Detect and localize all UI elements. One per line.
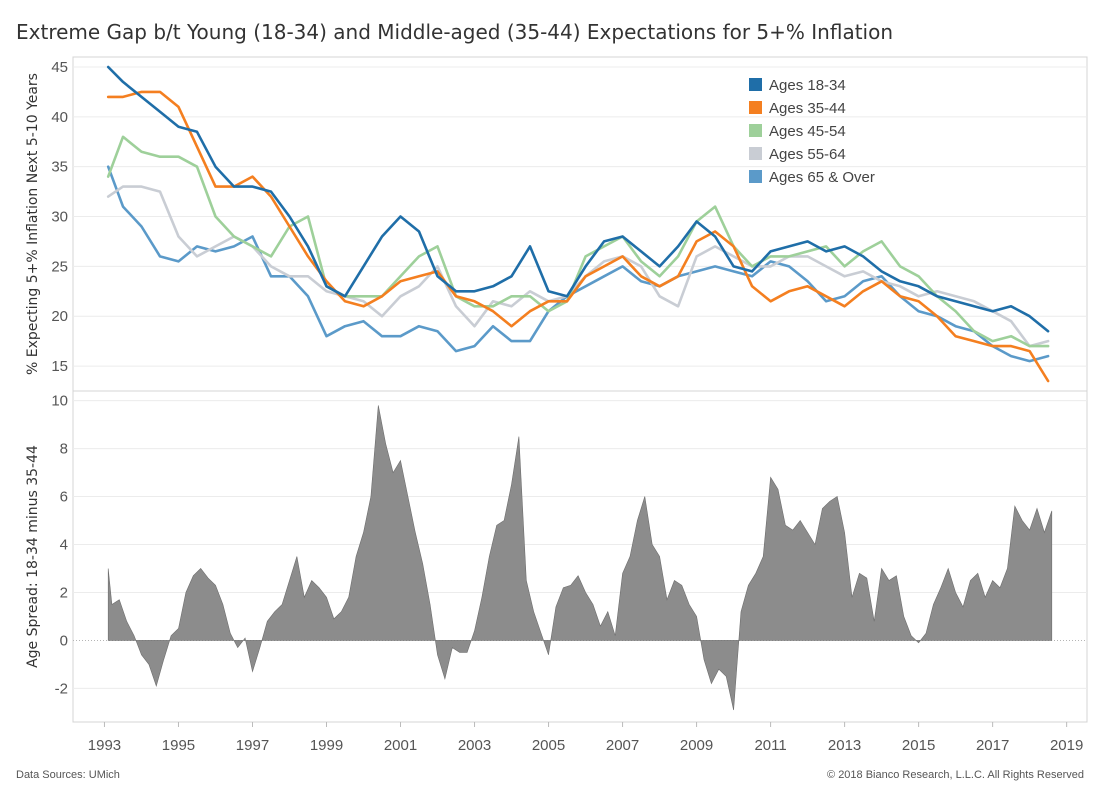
x-tick-label: 2009 [680,737,713,754]
legend-label: Ages 65 & Over [769,169,875,186]
x-tick-label: 1997 [236,737,269,754]
top-y-tick-label: 30 [51,209,68,226]
bottom-panel: -2 0 2 4 6 8 10 Age Spread: 18-34 minus 35-44 [25,390,1088,723]
x-tick-label: 2007 [606,737,639,754]
x-tick-label: 2015 [902,737,935,754]
bottom-y-axis-title: Age Spread: 18-34 minus 35-44 [25,445,41,668]
legend-label: Ages 35-44 [769,100,846,117]
chart-title: Extreme Gap b/t Young (18-34) and Middle… [16,20,894,44]
legend-label: Ages 45-54 [769,123,846,140]
bottom-panel-frame [72,390,1088,723]
x-tick-label: 2017 [976,737,1009,754]
x-tick-label: 2019 [1050,737,1083,754]
series-line-ages-55-64 [106,185,1050,348]
x-tick-label: 1995 [162,737,195,754]
bottom-y-tick-label: 0 [60,632,68,649]
top-panel-frame [72,56,1088,392]
legend-swatch [749,101,762,114]
series-line-ages-35-44 [106,90,1050,383]
bottom-y-tick-label: 2 [60,584,68,601]
legend-swatch [749,147,762,160]
x-tick-label: 2001 [384,737,417,754]
legend-swatch [749,170,762,183]
top-y-tick-label: 15 [51,358,68,375]
x-tick-label: 2005 [532,737,565,754]
x-axis: 1993 1995 1997 1999 2001 2003 2005 2007 2009 2011… [88,722,1083,754]
legend-label: Ages 55-64 [769,146,846,163]
top-panel: 15 20 25 30 35 40 45 % Expecting 5+% Inflation … [25,56,1088,392]
legend: Ages 18-34 Ages 35-44 Ages 45-54 Ages 55-64… [749,77,875,186]
x-tick-label: 2011 [754,737,786,754]
x-tick-label: 2013 [828,737,861,754]
data-source-note: Data Sources: UMich [16,769,120,781]
series-line-ages-45-54 [106,135,1050,348]
series-line-ages-65-over [106,165,1050,363]
series-line-ages-18-34 [106,65,1050,333]
x-tick-label: 2003 [458,737,491,754]
copyright-note: © 2018 Bianco Research, L.L.C. All Right… [827,769,1084,781]
legend-swatch [749,78,762,91]
legend-swatch [749,124,762,137]
top-y-tick-label: 35 [51,159,68,176]
legend-label: Ages 18-34 [769,77,846,94]
bottom-y-tick-label: 6 [60,489,68,506]
top-y-axis-title: % Expecting 5+% Inflation Next 5-10 Year… [25,73,41,375]
top-y-tick-label: 25 [51,258,68,275]
x-tick-label: 1993 [88,737,121,754]
bottom-y-tick-label: 8 [60,441,68,458]
bottom-y-tick-label: 4 [60,537,68,554]
top-y-tick-label: 40 [51,109,68,126]
bottom-y-tick-label: 10 [51,393,68,410]
x-tick-label: 1999 [310,737,343,754]
top-y-tick-label: 20 [51,308,68,325]
age-spread-area [107,405,1053,711]
top-y-tick-label: 45 [51,59,68,76]
bottom-y-tick-label: -2 [55,680,68,697]
